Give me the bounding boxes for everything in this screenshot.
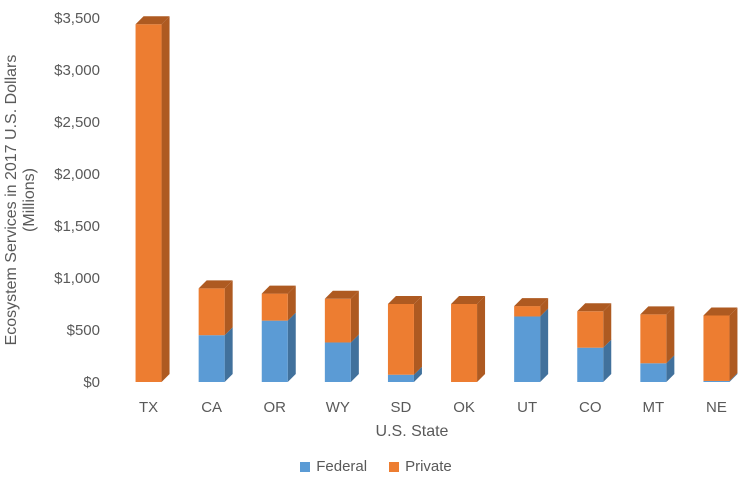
bar-ok-private	[451, 296, 486, 382]
x-axis-title: U.S. State	[376, 423, 449, 440]
bar-top	[135, 16, 170, 25]
bar-top	[703, 307, 738, 316]
bar-side	[477, 296, 486, 382]
legend: Federal Private	[0, 458, 752, 475]
y-tick-label: $2,000	[54, 166, 100, 183]
bar-co-private	[577, 303, 612, 348]
bar-side	[729, 307, 738, 381]
bar-co-federal	[577, 339, 612, 382]
bar-front	[577, 347, 604, 382]
legend-swatch-federal	[300, 461, 311, 472]
bar-sd-private	[387, 296, 422, 375]
y-tick-label: $3,000	[54, 62, 100, 79]
bar-front	[451, 304, 478, 382]
y-tick-label: $0	[83, 374, 100, 391]
y-tick-label: $1,500	[54, 218, 100, 235]
y-axis-title-units: (Millions)	[21, 168, 38, 232]
bar-front	[324, 298, 351, 343]
bar-top	[451, 296, 486, 304]
bar-front	[261, 320, 288, 382]
x-tick-label: OR	[264, 399, 287, 416]
x-tick-label: UT	[517, 399, 537, 416]
bar-side	[603, 339, 612, 382]
bar-wy-private	[324, 290, 359, 343]
bar-sd-federal	[387, 366, 422, 382]
bar-tx-private	[135, 16, 170, 383]
legend-label-federal: Federal	[316, 458, 368, 475]
bar-ne-private	[703, 307, 738, 381]
bar-ca-private	[198, 280, 233, 336]
y-tick-label: $3,500	[54, 10, 100, 27]
bar-side	[224, 280, 233, 336]
bar-side	[729, 372, 738, 382]
x-tick-label: CO	[579, 399, 602, 416]
bar-top	[640, 306, 675, 315]
y-axis-title: Ecosystem Services in 2017 U.S. Dollars	[3, 55, 20, 346]
bar-side	[540, 308, 549, 382]
bar-front	[640, 363, 667, 382]
legend-item-private: Private	[389, 458, 452, 475]
bar-side	[350, 334, 359, 382]
bar-ca-federal	[198, 327, 233, 382]
x-tick-label: NE	[706, 399, 727, 416]
bar-side	[161, 16, 170, 383]
x-tick-label: CA	[201, 399, 222, 416]
legend-label-private: Private	[405, 458, 452, 475]
legend-item-federal: Federal	[300, 458, 367, 475]
bar-side	[287, 312, 296, 382]
x-tick-label: WY	[326, 399, 350, 416]
x-axis-ticks: TX CA OR WY SD OK UT CO MT NE	[139, 399, 727, 416]
bar-front	[135, 24, 162, 383]
bar-front	[198, 335, 225, 382]
bar-front	[324, 342, 351, 382]
bar-side	[413, 366, 422, 382]
bar-top	[514, 298, 549, 307]
bar-front	[387, 304, 414, 375]
bar-side	[224, 327, 233, 382]
bar-top	[387, 296, 422, 304]
bar-front	[198, 288, 225, 336]
bar-front	[640, 314, 667, 364]
bar-side	[287, 285, 296, 321]
bar-front	[703, 315, 730, 381]
bar-wy-federal	[324, 334, 359, 382]
bars-layer	[135, 16, 738, 383]
bar-front	[514, 306, 541, 317]
bar-front	[387, 374, 414, 382]
bar-top	[324, 290, 359, 299]
bar-front	[514, 316, 541, 382]
bar-top	[261, 285, 296, 294]
bar-top	[198, 280, 233, 289]
bar-side	[666, 306, 675, 364]
bar-or-private	[261, 285, 296, 321]
x-tick-label: TX	[139, 399, 158, 416]
bar-front	[577, 311, 604, 348]
bar-ut-federal	[514, 308, 549, 382]
bar-mt-federal	[640, 355, 675, 382]
x-tick-label: SD	[391, 399, 412, 416]
bar-side	[540, 298, 549, 317]
x-tick-label: MT	[643, 399, 665, 416]
y-tick-label: $1,000	[54, 270, 100, 287]
bar-mt-private	[640, 306, 675, 364]
bar-side	[350, 290, 359, 343]
bar-front	[703, 380, 730, 382]
bar-side	[603, 303, 612, 348]
bar-ne-federal	[703, 372, 738, 382]
y-axis-ticks: $0 $500 $1,000 $1,500 $2,000 $2,500 $3,000 $3,5…	[54, 10, 100, 391]
bar-top	[577, 303, 612, 312]
legend-swatch-private	[389, 461, 400, 472]
bar-front	[261, 293, 288, 321]
x-tick-label: OK	[453, 399, 475, 416]
bar-side	[666, 355, 675, 382]
bar-or-federal	[261, 312, 296, 382]
bar-side	[413, 296, 422, 375]
y-tick-label: $2,500	[54, 114, 100, 131]
y-tick-label: $500	[67, 322, 100, 339]
bar-ut-private	[514, 298, 549, 317]
